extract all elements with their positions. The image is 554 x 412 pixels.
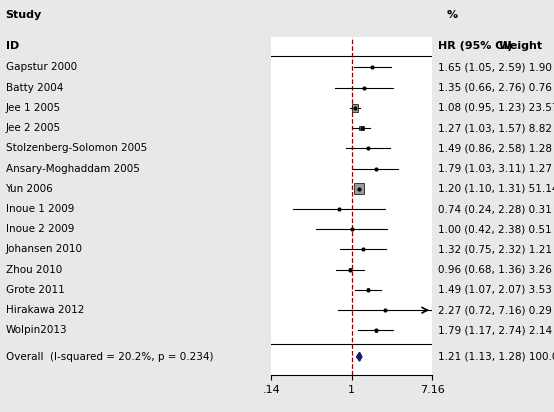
Bar — [360, 126, 363, 131]
Text: Inoue 2 2009: Inoue 2 2009 — [6, 224, 74, 234]
Bar — [371, 66, 373, 68]
Text: 1.65 (1.05, 2.59) 1.90: 1.65 (1.05, 2.59) 1.90 — [438, 63, 552, 73]
Bar — [367, 288, 370, 291]
Text: Batty 2004: Batty 2004 — [6, 83, 63, 93]
Text: Wolpin2013: Wolpin2013 — [6, 325, 67, 335]
Text: Zhou 2010: Zhou 2010 — [6, 265, 62, 275]
Text: 1.27 (1.03, 1.57) 8.82: 1.27 (1.03, 1.57) 8.82 — [438, 123, 552, 133]
Text: 1.32 (0.75, 2.32) 1.21: 1.32 (0.75, 2.32) 1.21 — [438, 244, 552, 255]
Text: Jee 2 2005: Jee 2 2005 — [6, 123, 61, 133]
Text: ID: ID — [6, 41, 19, 51]
Bar — [355, 183, 364, 194]
Bar — [362, 248, 364, 250]
Text: Inoue 1 2009: Inoue 1 2009 — [6, 204, 74, 214]
Bar — [352, 104, 358, 112]
Bar — [375, 329, 377, 332]
Text: Weight: Weight — [499, 41, 543, 51]
Bar — [367, 147, 369, 149]
Text: 1.79 (1.03, 3.11) 1.27: 1.79 (1.03, 3.11) 1.27 — [438, 164, 552, 173]
Text: Gapstur 2000: Gapstur 2000 — [6, 63, 76, 73]
Text: Hirakawa 2012: Hirakawa 2012 — [6, 305, 84, 315]
Text: 0.74 (0.24, 2.28) 0.31: 0.74 (0.24, 2.28) 0.31 — [438, 204, 551, 214]
Bar — [384, 309, 386, 311]
Text: %: % — [447, 10, 458, 20]
Text: 1.79 (1.17, 2.74) 2.14: 1.79 (1.17, 2.74) 2.14 — [438, 325, 552, 335]
Text: Study: Study — [6, 10, 42, 20]
Text: 1.20 (1.10, 1.31) 51.14: 1.20 (1.10, 1.31) 51.14 — [438, 184, 554, 194]
Text: Grote 2011: Grote 2011 — [6, 285, 64, 295]
Bar — [339, 208, 340, 210]
Text: 1.00 (0.42, 2.38) 0.51: 1.00 (0.42, 2.38) 0.51 — [438, 224, 551, 234]
Text: Jee 1 2005: Jee 1 2005 — [6, 103, 61, 113]
Text: 1.49 (1.07, 2.07) 3.53: 1.49 (1.07, 2.07) 3.53 — [438, 285, 552, 295]
Bar — [349, 268, 351, 271]
Text: Johansen 2010: Johansen 2010 — [6, 244, 83, 255]
Text: Stolzenberg-Solomon 2005: Stolzenberg-Solomon 2005 — [6, 143, 147, 153]
Text: 1.08 (0.95, 1.23) 23.57: 1.08 (0.95, 1.23) 23.57 — [438, 103, 554, 113]
Text: 1.35 (0.66, 2.76) 0.76: 1.35 (0.66, 2.76) 0.76 — [438, 83, 552, 93]
Text: HR (95% CI): HR (95% CI) — [438, 41, 512, 51]
Text: 1.21 (1.13, 1.28) 100.00: 1.21 (1.13, 1.28) 100.00 — [438, 352, 554, 362]
Text: Overall  (I-squared = 20.2%, p = 0.234): Overall (I-squared = 20.2%, p = 0.234) — [6, 352, 213, 362]
Bar — [363, 87, 365, 88]
Text: 0.96 (0.68, 1.36) 3.26: 0.96 (0.68, 1.36) 3.26 — [438, 265, 552, 275]
Text: Ansary-Moghaddam 2005: Ansary-Moghaddam 2005 — [6, 164, 140, 173]
Polygon shape — [357, 352, 362, 361]
Text: 1.49 (0.86, 2.58) 1.28: 1.49 (0.86, 2.58) 1.28 — [438, 143, 552, 153]
Text: 2.27 (0.72, 7.16) 0.29: 2.27 (0.72, 7.16) 0.29 — [438, 305, 552, 315]
Bar — [375, 168, 376, 169]
Text: Yun 2006: Yun 2006 — [6, 184, 53, 194]
Bar — [351, 229, 352, 230]
